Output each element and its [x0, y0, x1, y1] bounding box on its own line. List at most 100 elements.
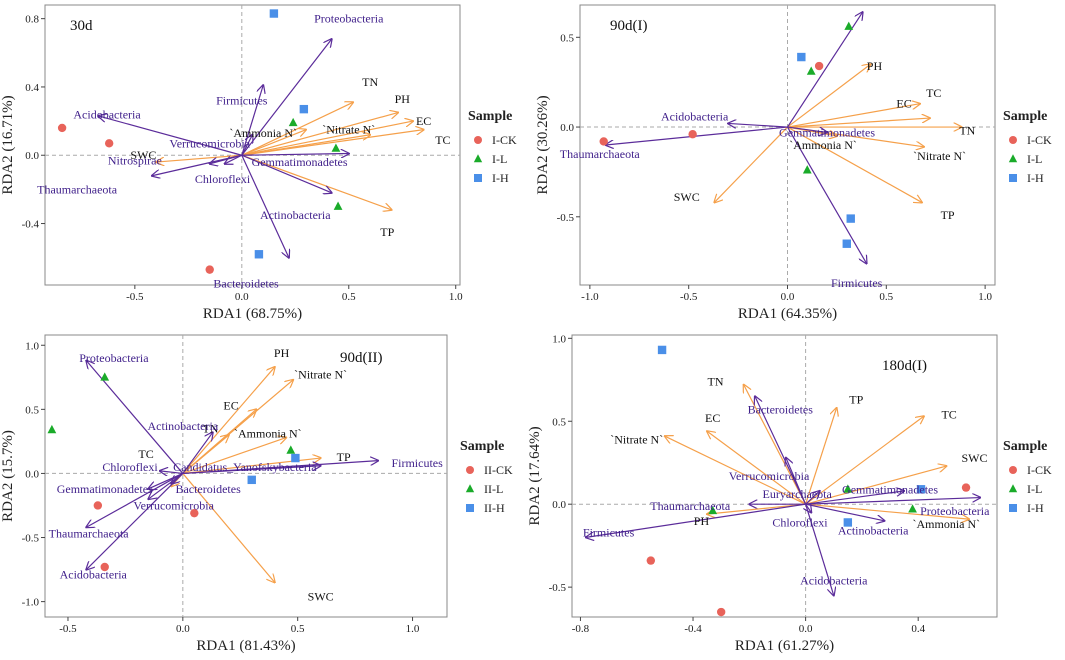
sample-point-ck [104, 139, 114, 148]
legend-label: I-L [1027, 482, 1042, 496]
taxa-vector-label: Actinobacteria [148, 419, 219, 433]
plot-frame [571, 334, 998, 618]
env-vector-label: TP [941, 208, 955, 222]
sample-point-l [802, 165, 812, 174]
sample-point-l [286, 445, 296, 454]
x-axis-label: RDA1 (68.75%) [203, 306, 302, 322]
legend-marker-h [1009, 504, 1017, 512]
env-vector-label: `Nitrate N` [610, 433, 663, 447]
x-tick-label: -0.5 [126, 291, 144, 303]
sample-point-ck [93, 501, 103, 510]
y-axis-label: RDA2 (15.7%) [0, 430, 16, 522]
taxa-vector-label: Firmicutes [831, 276, 883, 290]
legend-marker-l [1008, 154, 1018, 163]
env-vector-label: `Nitrate N` [294, 368, 347, 382]
y-tick-label: 0.0 [552, 499, 566, 511]
legend-label: I-H [492, 171, 509, 185]
env-vector-label: SWC [130, 148, 156, 162]
sample-point-h [299, 104, 309, 114]
taxa-vector-label: Acidobacteria [60, 568, 128, 582]
sample-point-l [333, 201, 343, 210]
legend-label: II-CK [484, 463, 513, 477]
x-tick-label: -0.5 [680, 291, 698, 303]
x-tick-label: 1.0 [449, 291, 463, 303]
rda-panel-2: -1.0 -0.5 0.0 0.5 1.0 -0.5 0.0 0.5 RDA1 (64.35%)… [535, 0, 1052, 322]
taxa-arrow [786, 126, 867, 263]
env-vector-label: EC [416, 114, 431, 128]
x-tick-label: 0.0 [235, 291, 249, 303]
y-tick-label: 0.0 [25, 150, 39, 162]
env-arrow [241, 130, 306, 156]
env-arrow [241, 135, 370, 156]
env-vector-label: EC [896, 97, 911, 111]
taxa-arrow [786, 458, 807, 505]
env-arrow [787, 104, 920, 128]
panel-title: 90d(II) [340, 350, 382, 366]
y-tick-label: -0.5 [549, 582, 567, 594]
env-arrow [805, 408, 837, 505]
taxa-arrow [225, 154, 243, 164]
sample-point-ck [814, 61, 824, 71]
sample-point-l [100, 372, 110, 381]
sample-point-l [806, 66, 816, 75]
sample-point-h [846, 214, 855, 223]
env-vector-label: EC [705, 411, 720, 425]
taxa-vector-label: Proteobacteria [79, 351, 149, 365]
x-tick-label: -1.0 [581, 291, 599, 303]
sample-point-ck [716, 607, 726, 617]
legend-title: Sample [460, 439, 504, 454]
legend-marker-h [474, 174, 482, 182]
sample-point-l [331, 143, 341, 152]
rda-panel-1: -0.5 0.0 0.5 1.0 -0.4 0.0 0.4 0.8 RDA1 (68.75%) R… [0, 4, 517, 322]
env-vector-label: TP [380, 225, 394, 239]
y-tick-label: 1.0 [25, 340, 39, 352]
panel-title: 30d [70, 18, 93, 34]
env-vector-label: TC [435, 133, 450, 147]
taxa-vector-label: Verrucomicrobia [729, 469, 810, 483]
taxa-vector-label: Euryarchaeota [763, 487, 833, 501]
taxa-vector-label: Actinobacteria [260, 208, 331, 222]
taxa-vector-label: Firmicutes [583, 525, 635, 539]
taxa-arrow [98, 116, 242, 156]
env-vector-label: PH [274, 346, 290, 360]
legend-label: I-CK [1027, 133, 1052, 147]
sample-point-h [842, 239, 851, 248]
y-tick-label: -0.5 [22, 533, 40, 545]
env-vector-label: `Ammonia N` [229, 126, 297, 140]
env-vector-label: TC [941, 408, 956, 422]
env-vector-label: SWC [674, 190, 700, 204]
env-arrow [805, 416, 924, 505]
taxa-arrow [241, 135, 253, 156]
taxa-arrow [586, 503, 806, 537]
taxa-arrow [182, 466, 321, 475]
taxa-vector-label: Bacteroidetes [748, 403, 814, 417]
legend-label: I-H [1027, 501, 1044, 515]
sample-point-ck [646, 556, 656, 565]
taxa-vector-label: Thaumarchaeota [49, 527, 130, 541]
env-vector-label: `Nitrate N` [322, 123, 375, 137]
taxa-vector-label: Chloroflexi [102, 460, 158, 474]
x-tick-label: -0.4 [684, 623, 702, 635]
env-vector-label: `Nitrate N` [913, 149, 966, 163]
x-tick-label: -0.8 [572, 623, 590, 635]
taxa-vector-label: Nitrospirae [108, 153, 162, 167]
env-vector-label: TN [362, 75, 378, 89]
taxa-vector-label: Gemmatimonadetes [842, 482, 938, 496]
x-tick-label: 1.0 [978, 291, 992, 303]
env-vector-label: EC [223, 399, 238, 413]
legend-marker-h [466, 504, 474, 512]
env-vector-label: PH [694, 514, 710, 528]
rda-panel-4: -0.8 -0.4 0.0 0.4 -0.5 0.0 0.5 1.0 RDA1 (61.27%)… [527, 333, 1052, 654]
legend: Sample I-CK I-L I-H [468, 109, 517, 185]
env-arrow [241, 121, 413, 156]
sample-point-l [708, 505, 718, 515]
legend-title: Sample [468, 109, 512, 124]
env-vector-label: PH [867, 59, 883, 73]
env-arrow [787, 118, 930, 128]
legend: Sample I-CK I-L I-H [1003, 109, 1052, 185]
env-arrow [241, 154, 392, 210]
x-tick-label: 0.5 [291, 623, 305, 635]
x-tick-label: 0.5 [879, 291, 893, 303]
taxa-arrow [786, 12, 863, 128]
env-arrow [805, 466, 947, 505]
